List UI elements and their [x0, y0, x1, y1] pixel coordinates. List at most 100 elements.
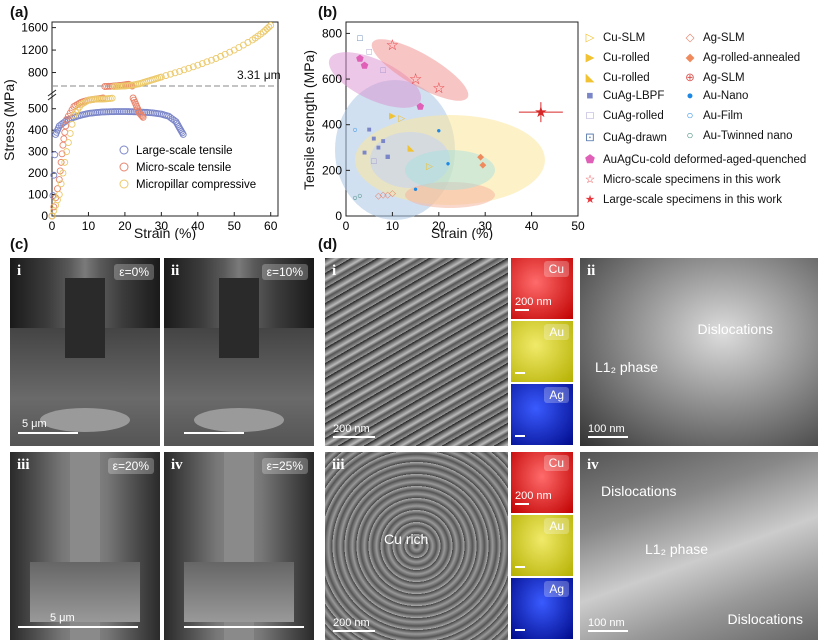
data-point-a — [189, 63, 197, 71]
panel-label-d: (d) — [318, 236, 338, 253]
size-annotation: 3.31 μm — [237, 68, 281, 82]
y-axis-label-b: Tensile strength (MPa) — [301, 50, 317, 190]
legend-b-label: Cu-rolled — [603, 72, 650, 84]
data-point-b-literature: □ — [380, 65, 386, 75]
strain-badge: ε=0% — [114, 264, 154, 280]
y-tick-label-a: 200 — [28, 166, 48, 180]
data-point-a — [112, 83, 120, 90]
y-tick-label-a: 100 — [28, 188, 48, 202]
legend-b-item: ◇ Ag-SLM — [683, 30, 745, 44]
legend-b-label: Au-Twinned nano — [703, 130, 793, 142]
sem-tile-ii: ii ε=10% — [164, 258, 314, 446]
data-point-b-literature: ▷ — [398, 113, 405, 123]
legend-b-marker: ⊕ — [685, 72, 695, 84]
data-point-b: ◇ — [380, 189, 387, 199]
panel-label-a: (a) — [10, 4, 29, 21]
data-point-a — [203, 58, 211, 66]
legend-b-item: ■ CuAg-LBPF — [583, 90, 665, 102]
data-point-a — [226, 48, 234, 56]
scale-bar — [184, 432, 244, 434]
tile-index: iv — [587, 457, 599, 473]
legend-a-micro: Micro-scale tensile — [136, 162, 231, 174]
tile-index: ii — [587, 263, 596, 279]
y-tick-label-a: 1600 — [21, 21, 48, 35]
legend-b-item: ⬟ AuAgCu-cold deformed-aged-quenched — [583, 152, 806, 166]
data-point-b: ⬟ — [356, 54, 364, 64]
scale-bar-label: 100 nm — [588, 423, 625, 435]
data-point-a — [97, 95, 105, 103]
sem-tile-i: i ε=0% 5 μm — [10, 258, 160, 446]
legend-a-large: Large-scale tensile — [136, 145, 233, 157]
eds-map-au-iii: Au — [511, 515, 573, 576]
data-point-a — [121, 108, 129, 115]
legend-b-item: □ CuAg-rolled — [583, 110, 664, 122]
data-point-b: ■ — [371, 134, 376, 143]
panel-label-b: (b) — [318, 4, 338, 21]
x-tick-label-b: 0 — [343, 219, 350, 233]
data-point-a — [137, 111, 145, 119]
data-point-a — [101, 83, 109, 90]
data-point-a — [68, 120, 76, 128]
data-point-a — [64, 139, 72, 146]
data-point-a — [95, 95, 103, 103]
data-point-b: ◆ — [479, 160, 486, 170]
l12-phase-label: L1₂ phase — [645, 541, 709, 557]
data-point-a — [125, 108, 132, 116]
data-point-a — [105, 82, 112, 90]
y-tick-label-a: 400 — [28, 123, 48, 137]
data-point-b: ◇ — [375, 190, 382, 200]
data-point-b: ◇ — [389, 188, 396, 198]
data-point-a — [126, 108, 134, 116]
element-label: Ag — [544, 581, 569, 597]
data-point-b: ★ — [534, 104, 547, 121]
scale-bar-label: 200 nm — [333, 617, 370, 629]
element-label: Ag — [544, 387, 569, 403]
legend-b-marker: ◇ — [685, 32, 695, 44]
element-label: Cu — [543, 261, 569, 277]
scale-bar-label: 100 nm — [588, 617, 625, 629]
dislocations-label: Dislocations — [601, 483, 677, 499]
data-point-a — [185, 64, 193, 72]
data-point-a — [105, 108, 112, 116]
tile-index: i — [332, 263, 337, 279]
legend-b-item: ◣ Cu-rolled — [583, 70, 650, 84]
element-label: Au — [544, 518, 569, 534]
y-tick-label-a: 1200 — [21, 43, 48, 57]
legend-b-label: Cu-rolled — [603, 52, 650, 64]
data-point-a — [208, 56, 215, 64]
legend-b-label: Large-scale specimens in this work — [603, 194, 782, 206]
x-tick-label-a: 0 — [49, 219, 56, 233]
scale-bar — [515, 372, 525, 374]
x-axis-label-a: Strain (%) — [134, 225, 196, 240]
legend-b-item: ○ Au-Film — [683, 110, 743, 122]
data-point-a — [221, 50, 229, 58]
data-point-a — [62, 122, 70, 130]
data-point-b: ■ — [381, 136, 386, 145]
data-point-a — [180, 66, 188, 74]
legend-b-marker: ☆ — [584, 174, 596, 186]
strain-badge: ε=20% — [107, 458, 154, 474]
data-point-a — [115, 108, 123, 115]
data-point-a — [106, 108, 114, 116]
data-point-a — [101, 108, 109, 116]
data-point-a — [61, 128, 69, 136]
legend-b-label: CuAg-drawn — [603, 132, 667, 144]
y-tick-label-b: 800 — [322, 26, 342, 40]
legend-b-label: Au-Nano — [703, 90, 749, 102]
legend-b-label: Cu-SLM — [603, 32, 646, 44]
data-point-a — [63, 148, 71, 156]
tile-index: iv — [171, 457, 183, 473]
legend-b-marker: ◆ — [685, 52, 695, 64]
x-tick-label-b: 50 — [571, 219, 585, 233]
cu-rich-label: Cu rich — [384, 531, 429, 547]
data-point-a — [167, 70, 174, 78]
scale-bar — [18, 432, 78, 434]
legend-b-marker: ○ — [686, 130, 694, 142]
legend-b-marker: ⬟ — [585, 154, 595, 166]
legend-b-item: ▶ Cu-rolled — [583, 50, 650, 64]
x-tick-label-a: 20 — [118, 219, 132, 233]
data-point-a — [212, 55, 220, 62]
data-point-a — [265, 23, 273, 31]
data-point-b: ● — [413, 184, 418, 193]
data-point-b-literature: □ — [371, 156, 377, 166]
